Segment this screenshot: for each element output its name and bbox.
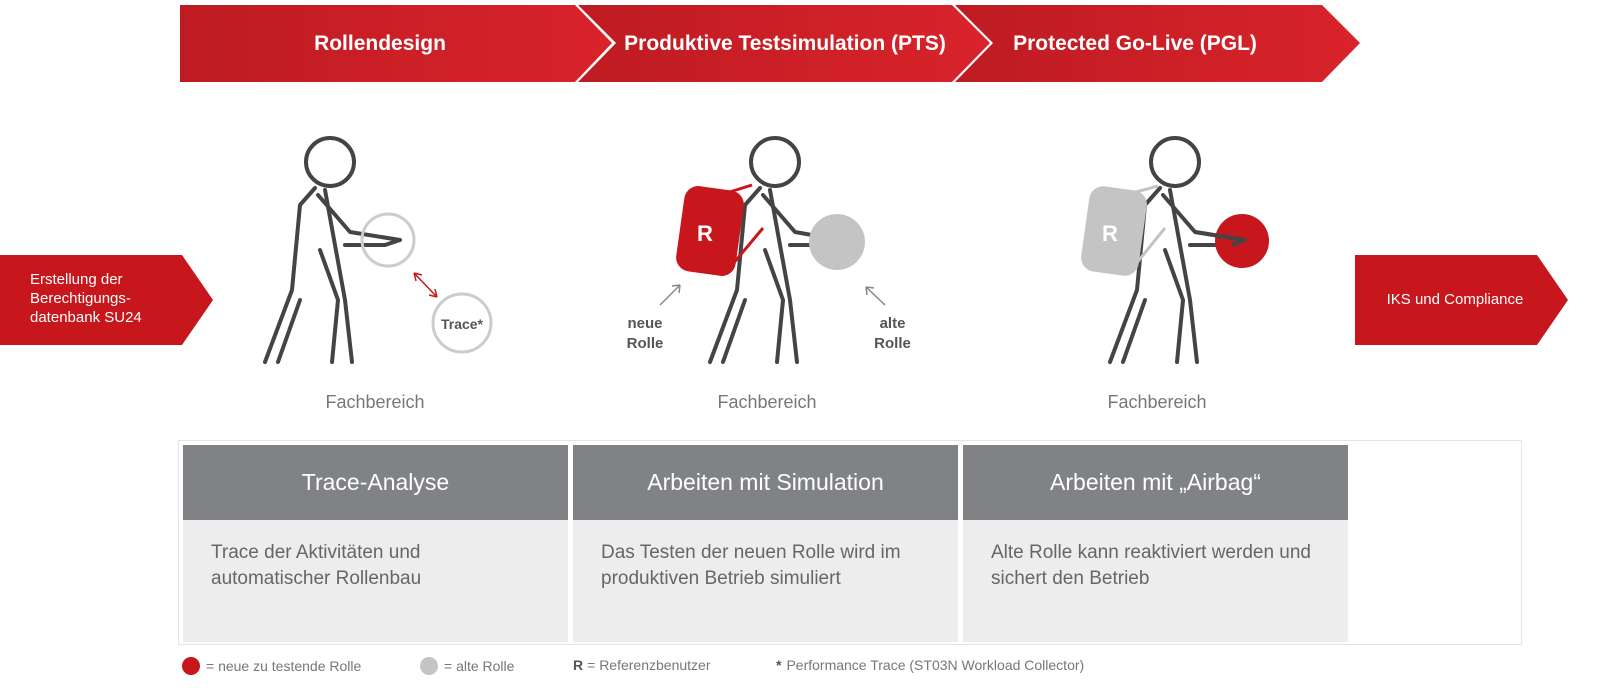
old-role-ball — [809, 214, 865, 270]
legend-text: = alte Rolle — [444, 658, 515, 674]
legend-performance-trace: * Performance Trace (ST03N Workload Colle… — [776, 657, 1084, 673]
phase-pgl: Protected Go-Live (PGL) — [1013, 31, 1257, 55]
backpack-letter-new: R — [697, 221, 713, 246]
column-text: Alte Rolle kann reaktiviert werden und s… — [963, 520, 1348, 642]
column-text: Das Testen der neuen Rolle wird im produ… — [573, 520, 958, 642]
column-title: Arbeiten mit Simulation — [573, 445, 958, 520]
trace-role-circle — [360, 212, 416, 268]
double-arrow-icon — [413, 272, 438, 298]
phase-arrow-2 — [578, 5, 990, 82]
column-trace-analyse: Trace-Analyse Trace der Aktivitäten und … — [183, 445, 568, 642]
column-title: Trace-Analyse — [183, 445, 568, 520]
input-arrow-label: Erstellung der Berechtigungs-datenbank S… — [30, 271, 142, 326]
column-text: Trace der Aktivitäten und automatischer … — [183, 520, 568, 642]
legend-old-role: = alte Rolle — [420, 657, 514, 675]
old-role-backpack — [1081, 186, 1147, 276]
arrow-icon-new — [659, 284, 681, 306]
legend-key: * — [776, 657, 782, 673]
caption-fachbereich-3: Fachbereich — [1107, 392, 1207, 412]
legend-text: = neue zu testende Rolle — [206, 658, 362, 674]
legend-reference-user: R = Referenzbenutzer — [573, 657, 710, 673]
phase-pts: Produktive Testsimulation (PTS) — [624, 31, 946, 55]
phase-arrow-1 — [180, 5, 612, 82]
column-title: Arbeiten mit „Airbag“ — [963, 445, 1348, 520]
phase-rollendesign: Rollendesign — [314, 31, 446, 55]
input-arrow-shape — [0, 255, 213, 345]
caption-fachbereich-2: Fachbereich — [717, 392, 817, 412]
trace-label: Trace* — [440, 316, 484, 332]
person-figure-1 — [263, 136, 402, 364]
arrow-icon-old — [865, 286, 886, 306]
new-role-label: neue Rolle — [626, 315, 664, 352]
old-role-label: alte Rolle — [874, 315, 911, 352]
column-airbag: Arbeiten mit „Airbag“ Alte Rolle kann re… — [963, 445, 1520, 642]
summary-table — [178, 440, 1522, 645]
legend-text: = Referenzbenutzer — [587, 657, 711, 673]
backpack-letter-old: R — [1102, 221, 1118, 246]
legend-new-role: = neue zu testende Rolle — [182, 657, 361, 675]
red-dot-icon — [182, 657, 200, 675]
output-arrow-shape — [1355, 255, 1568, 345]
legend-text: Performance Trace (ST03N Workload Collec… — [786, 657, 1085, 673]
caption-fachbereich-1: Fachbereich — [325, 392, 425, 412]
output-arrow-label: IKS und Compliance — [1386, 291, 1524, 308]
new-role-backpack — [676, 186, 744, 276]
legend-key: R — [573, 657, 584, 673]
trace-circle — [431, 292, 493, 354]
column-simulation: Arbeiten mit Simulation Das Testen der n… — [573, 445, 958, 642]
gray-dot-icon — [420, 657, 438, 675]
phase-arrow-3 — [955, 5, 1360, 82]
